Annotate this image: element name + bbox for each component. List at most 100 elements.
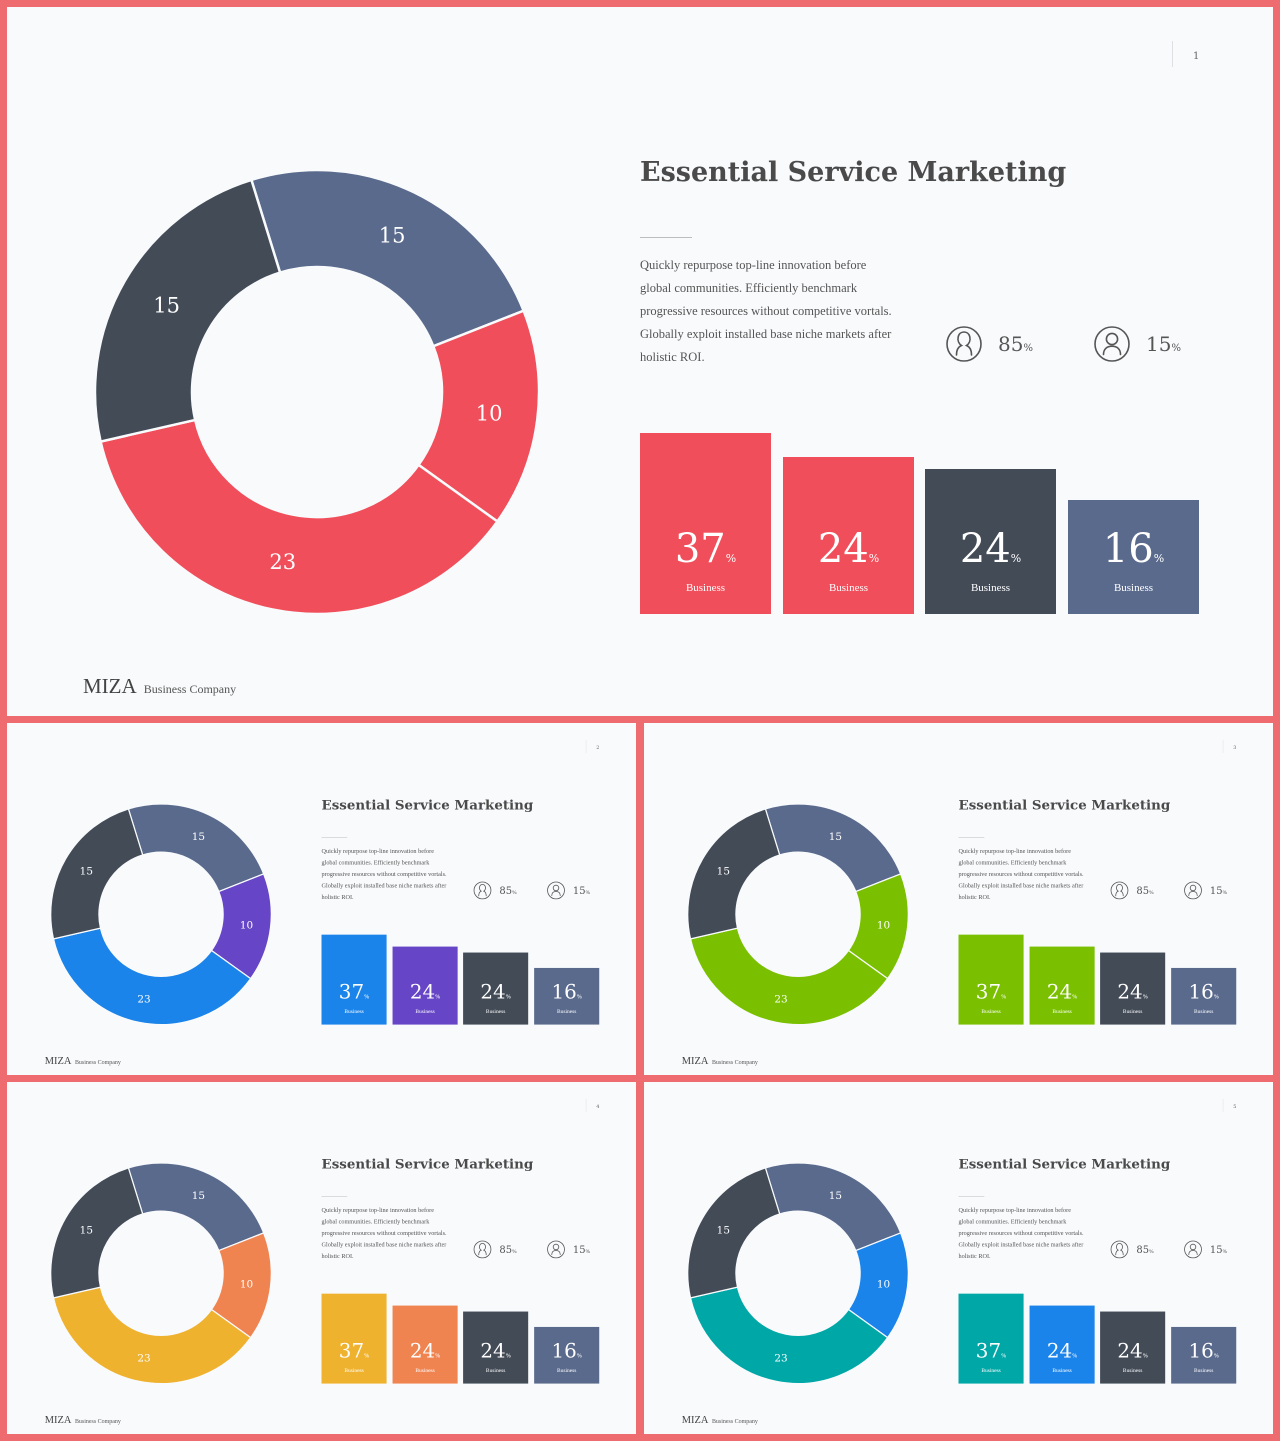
bar-value: 24% <box>1117 980 1148 1004</box>
bar-value: 37% <box>975 1339 1007 1363</box>
donut-label-1: 15 <box>829 1190 842 1202</box>
bar-3: 24% Business <box>463 1311 529 1384</box>
slide-title: Essential Service Marketing <box>640 157 1067 188</box>
donut-segment-1 <box>764 1162 902 1252</box>
donut-chart: 15 10 23 15 <box>684 1159 913 1388</box>
brand-tagline: Business Company <box>711 1417 758 1425</box>
donut-segment-3 <box>52 1286 252 1385</box>
brand-tagline: Business Company <box>74 1058 121 1066</box>
donut-label-1: 15 <box>192 1190 205 1202</box>
stat-male: 15% <box>547 881 591 900</box>
bar-value: 24% <box>409 1339 441 1363</box>
brand-logo: MIZA Business Company <box>45 1413 121 1425</box>
bar-4: 16% Business <box>534 1326 600 1384</box>
brand-logo: MIZA Business Company <box>45 1054 121 1066</box>
donut-segment-3 <box>99 418 500 616</box>
bar-value: 16% <box>551 980 582 1004</box>
bar-value: 24% <box>480 980 511 1004</box>
donut-segment-1 <box>127 1162 265 1252</box>
donut-chart-svg: 15 10 23 15 <box>50 1162 272 1385</box>
body-paragraph: Quickly repurpose top-line innovation be… <box>321 1206 447 1260</box>
page-number: 2 <box>596 744 600 751</box>
stat-female-value: 85% <box>1136 1243 1154 1256</box>
bar-caption: Business <box>981 1008 1001 1015</box>
bar-caption: Business <box>485 1367 506 1374</box>
stat-female-value: 85% <box>499 884 517 897</box>
stat-male: 15% <box>1184 881 1228 900</box>
bar-value: 16% <box>1188 1339 1219 1363</box>
donut-chart-svg: 15 10 23 15 <box>93 168 541 616</box>
brand-logo: MIZA Business Company <box>83 674 236 699</box>
bar-value: 16% <box>1188 980 1219 1004</box>
body-paragraph: Quickly repurpose top-line innovation be… <box>321 847 447 901</box>
bar-3: 24% Business <box>1100 952 1166 1025</box>
bar-1: 37% Business <box>321 1293 387 1384</box>
stat-female: 85% <box>473 881 517 900</box>
donut-segment-1 <box>127 803 265 893</box>
donut-label-2: 10 <box>476 401 503 425</box>
stat-female-value: 85% <box>1136 884 1154 897</box>
body-paragraph: Quickly repurpose top-line innovation be… <box>958 1206 1084 1260</box>
donut-chart-svg: 15 10 23 15 <box>687 1162 909 1385</box>
stat-male-value: 15% <box>1146 332 1181 356</box>
stat-female: 85% <box>1110 881 1154 900</box>
bar-caption: Business <box>415 1367 435 1374</box>
male-user-icon <box>547 1240 565 1259</box>
female-user-icon <box>1110 881 1129 900</box>
bar-caption: Business <box>1193 1008 1214 1015</box>
bar-caption: Business <box>344 1008 364 1015</box>
donut-label-1: 15 <box>379 224 406 248</box>
bar-value: 24% <box>409 980 441 1004</box>
slide-content: 5 15 10 23 15 Essential Service Marketing Q… <box>644 1082 1273 1434</box>
donut-label-3: 23 <box>137 993 150 1005</box>
bar-4: 16% Business <box>1068 500 1199 614</box>
donut-segment-4 <box>50 808 144 940</box>
female-user-icon <box>473 1240 492 1259</box>
slide-content: 1 15 10 23 15 Essential Service Marketing Q… <box>7 7 1273 716</box>
female-user-icon <box>473 881 492 900</box>
donut-segment-1 <box>249 168 526 348</box>
donut-chart: 15 10 23 15 <box>47 800 276 1029</box>
donut-chart: 15 10 23 15 <box>684 800 913 1029</box>
page-number: 4 <box>596 1103 600 1110</box>
bar-value: 37% <box>338 980 370 1004</box>
brand-name: MIZA <box>681 1054 709 1067</box>
stat-female: 85% <box>1110 1240 1154 1259</box>
donut-label-3: 23 <box>774 1352 787 1364</box>
stat-male: 15% <box>547 1240 590 1259</box>
bar-caption: Business <box>981 1367 1001 1374</box>
bar-caption: Business <box>556 1367 577 1374</box>
male-user-icon <box>1184 1240 1202 1259</box>
brand-tagline: Business Company <box>711 1058 758 1066</box>
brand-name: MIZA <box>44 1413 72 1426</box>
bar-caption: Business <box>1122 1008 1143 1015</box>
donut-segment-3 <box>52 927 252 1026</box>
slide-title: Essential Service Marketing <box>321 797 534 813</box>
bar-caption: Business <box>556 1008 577 1015</box>
bar-value: 37% <box>674 526 737 572</box>
bar-caption: Business <box>485 1008 506 1015</box>
donut-segment-1 <box>764 803 902 893</box>
donut-label-4: 15 <box>153 293 180 317</box>
stat-male-value: 15% <box>1209 884 1228 897</box>
donut-segment-3 <box>689 927 889 1026</box>
stat-male-value: 15% <box>572 884 591 897</box>
donut-label-2: 10 <box>240 1278 253 1290</box>
bar-value: 24% <box>1046 1339 1078 1363</box>
donut-label-4: 15 <box>80 866 93 878</box>
donut-label-2: 10 <box>877 1278 890 1290</box>
donut-chart-svg: 15 10 23 15 <box>687 803 909 1026</box>
bar-1: 37% Business <box>958 934 1024 1025</box>
bar-caption: Business <box>1113 582 1154 594</box>
bar-3: 24% Business <box>463 952 529 1025</box>
bar-4: 16% Business <box>1171 967 1237 1025</box>
donut-label-4: 15 <box>717 1225 730 1237</box>
female-user-icon <box>1110 1240 1129 1259</box>
bar-1: 37% Business <box>321 934 387 1025</box>
page-number: 3 <box>1233 744 1237 751</box>
slide-title: Essential Service Marketing <box>958 1156 1171 1172</box>
bar-4: 16% Business <box>1171 1326 1237 1384</box>
bar-value: 24% <box>480 1339 511 1363</box>
male-user-icon <box>547 881 565 900</box>
bar-2: 24% Business <box>1029 946 1095 1025</box>
